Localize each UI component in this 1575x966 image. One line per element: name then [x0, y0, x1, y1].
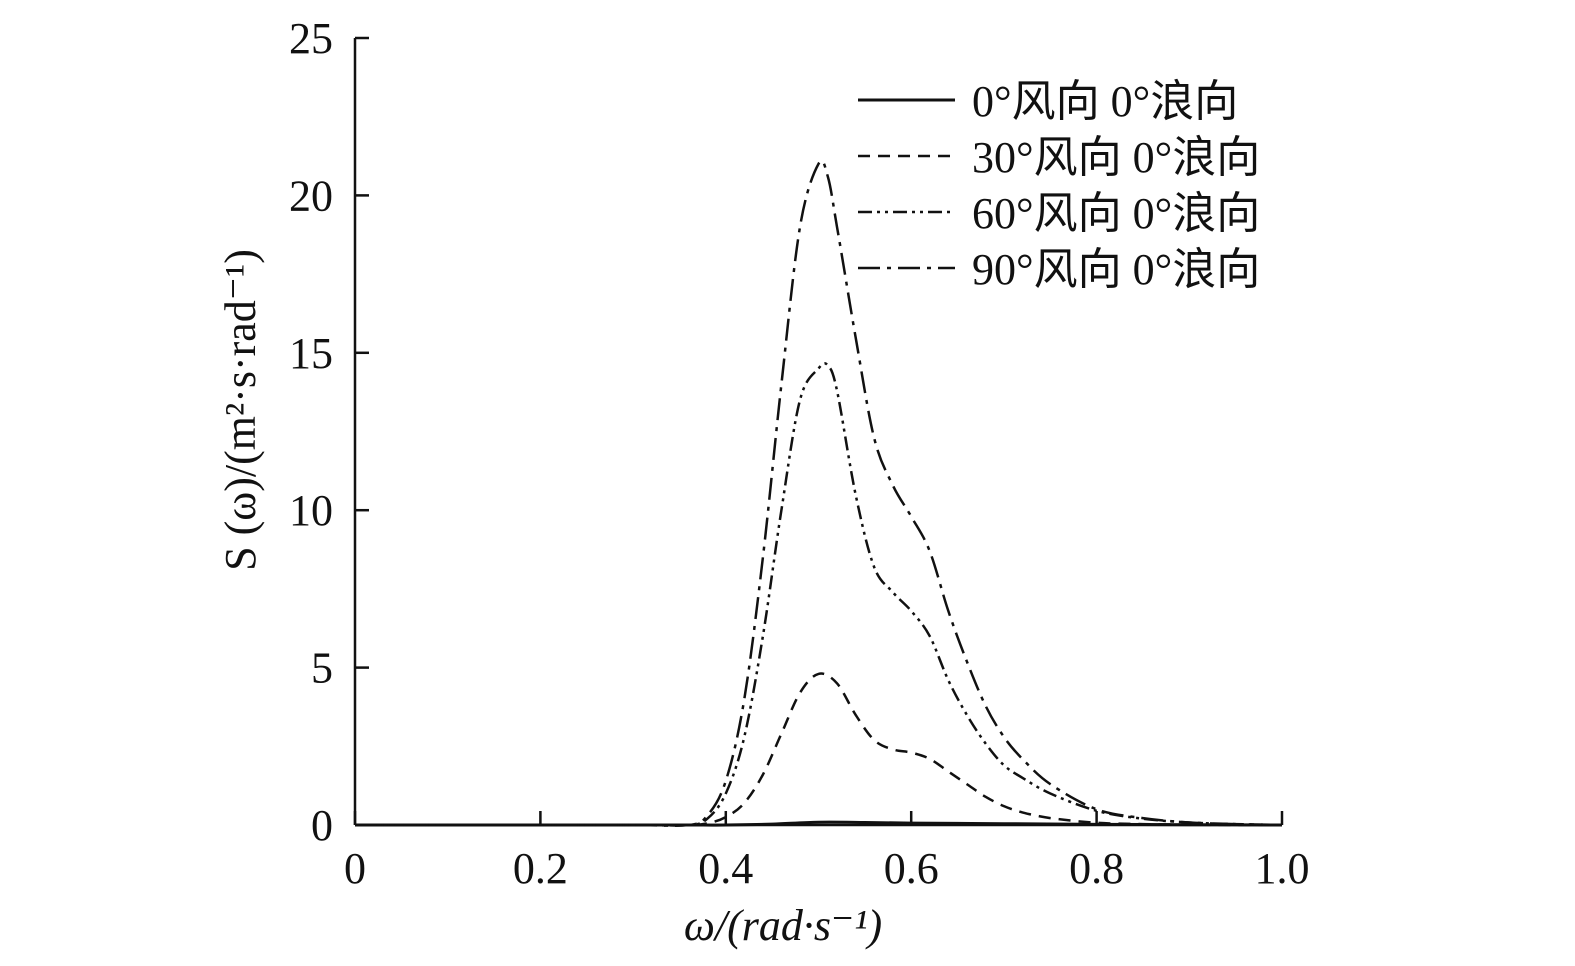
x-tick-label: 0.2	[513, 844, 568, 893]
series-lines	[355, 159, 1283, 827]
y-tick-label: 5	[311, 644, 333, 693]
legend-label-2: 60°风向 0°浪向	[972, 189, 1260, 238]
y-axis-label: S (ω)/(m²·s·rad⁻¹)	[216, 249, 265, 571]
y-tick-label: 20	[289, 171, 333, 220]
y-tick-label: 25	[289, 14, 333, 63]
legend: 0°风向 0°浪向 30°风向 0°浪向 60°风向 0°浪向 90°风向 0°浪向	[858, 77, 1260, 294]
series-line-1	[355, 672, 1283, 827]
x-tick-label: 0.4	[698, 844, 753, 893]
x-tick-label: 1.0	[1255, 844, 1310, 893]
x-tick-label: 0	[344, 844, 366, 893]
y-tick-label: 15	[289, 329, 333, 378]
x-tick-label: 0.8	[1069, 844, 1124, 893]
legend-label-1: 30°风向 0°浪向	[972, 133, 1260, 182]
legend-label-3: 90°风向 0°浪向	[972, 245, 1260, 294]
y-ticks: 0 5 10 15 20 25	[289, 14, 369, 850]
legend-label-0: 0°风向 0°浪向	[972, 77, 1238, 126]
series-line-3	[355, 159, 1283, 827]
y-tick-label: 10	[289, 486, 333, 535]
x-axis-label: ω/(rad·s⁻¹)	[684, 901, 882, 950]
y-tick-label: 0	[311, 801, 333, 850]
x-ticks: 0 0.2 0.4 0.6 0.8 1.0	[344, 811, 1310, 893]
series-line-2	[355, 362, 1283, 827]
x-tick-label: 0.6	[884, 844, 939, 893]
